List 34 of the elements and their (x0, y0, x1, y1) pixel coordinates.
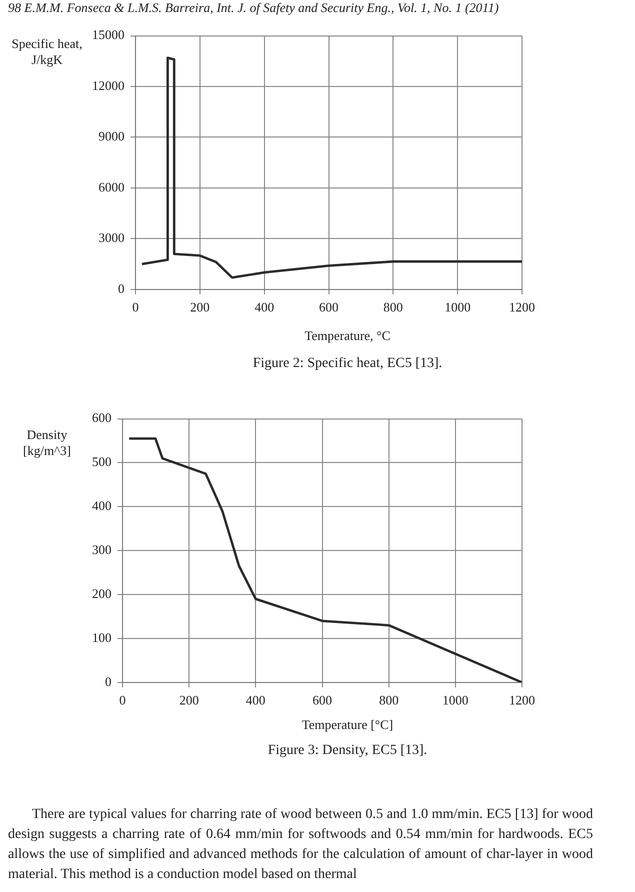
y-tick-label: 400 (92, 498, 112, 514)
caption: Figure 2: Specific heat, EC5 [13]. (252, 356, 444, 372)
y-tick-label: 200 (92, 586, 112, 601)
y-tick-label: 0 (105, 674, 112, 689)
x-tick-label: 200 (179, 692, 199, 708)
y-tick-label: 15000 (92, 27, 124, 42)
y-tick-label: 6000 (98, 179, 124, 194)
x-tick-label: 600 (312, 692, 332, 708)
x-tick-label: 400 (254, 300, 274, 315)
y-tick-label: 100 (92, 630, 112, 645)
x-axis-title: Temperature [°C] (300, 717, 394, 733)
y-tick-label: 600 (92, 410, 112, 426)
x-tick-label: 0 (132, 300, 139, 315)
x-tick-label: 200 (190, 300, 210, 315)
x-tick-label: 1200 (509, 692, 535, 708)
y-tick-label: 9000 (98, 128, 124, 144)
x-tick-label: 800 (379, 692, 399, 708)
x-tick-label: 1200 (509, 300, 535, 315)
text: 98 E.M.M. Fonseca & L.M.S. Barreira, Int. J. of Safety and Security Eng., Vol. 1, No. 1 (2011) (8, 0, 499, 16)
caption: Figure 3: Density, EC5 [13]. (266, 743, 428, 759)
y-tick-label: 300 (92, 542, 112, 558)
x-tick-label: 400 (246, 692, 266, 708)
x-tick-label: 800 (383, 300, 403, 315)
y-tick-label: 0 (118, 280, 124, 296)
text: There are typical values for charring rate of wood between 0.5 and 1.0 mm/min. EC5 [13] for wood design suggests a charring rate of 0.64 mm/min for softwoods and 0.54 mm/min for hardwoods. EC5 allows the use of simplified and advanced methods for the calculation of amount of char-layer in wood material. This method is a conduction model based on thermal (8, 806, 593, 884)
y-tick-label: 500 (92, 454, 112, 470)
y-tick-label: 3000 (98, 230, 124, 246)
y-axis-title: Specific heat, J/kgK (10, 36, 84, 68)
y-tick-label: 12000 (92, 78, 124, 93)
x-tick-label: 1000 (444, 300, 471, 315)
x-axis-title: Temperature, °C (304, 328, 392, 344)
x-tick-label: 600 (319, 300, 338, 315)
y-axis-title: Density [kg/m^3] (22, 427, 72, 459)
x-tick-label: 1000 (442, 692, 468, 708)
